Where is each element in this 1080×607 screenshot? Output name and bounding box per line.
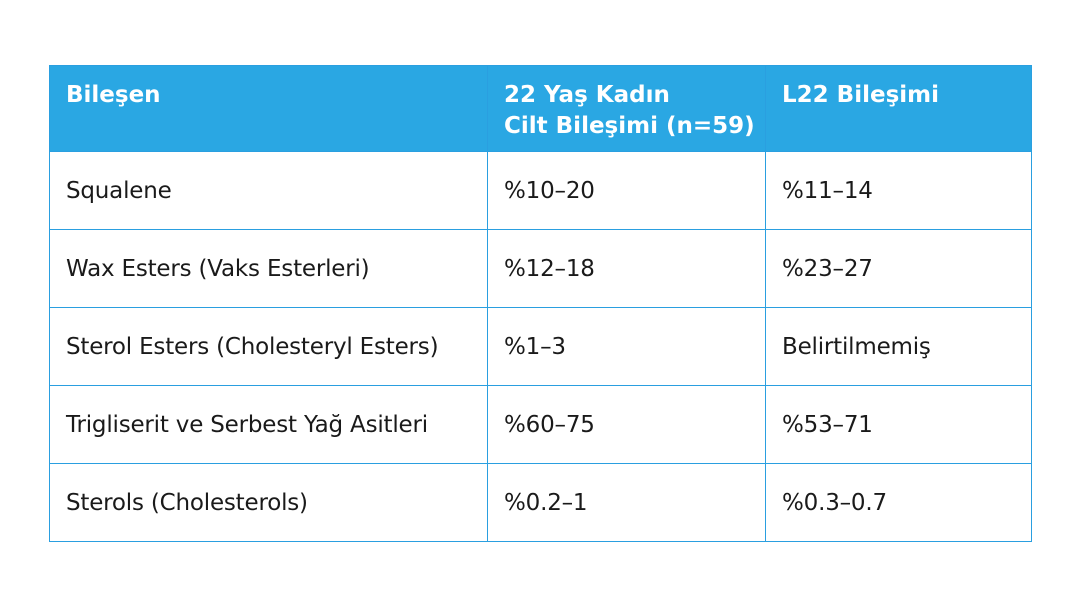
table-header-row: Bileşen 22 Yaş Kadın Cilt Bileşimi (n=59… — [49, 65, 1032, 152]
table-row: Squalene %10–20 %11–14 — [49, 151, 1032, 230]
composition-table: Bileşen 22 Yaş Kadın Cilt Bileşimi (n=59… — [49, 65, 1032, 542]
table-row: Trigliserit ve Serbest Yağ Asitleri %60–… — [49, 385, 1032, 464]
cell-skin: %60–75 — [487, 385, 766, 464]
header-l22-label: L22 Bileşimi — [782, 82, 939, 108]
header-skin-line2: Cilt Bileşimi (n=59) — [504, 113, 755, 139]
header-l22-composition: L22 Bileşimi — [765, 65, 1032, 152]
cell-l22: Belirtilmemiş — [765, 307, 1032, 386]
table-row: Sterol Esters (Cholesteryl Esters) %1–3 … — [49, 307, 1032, 386]
cell-component: Wax Esters (Vaks Esterleri) — [49, 229, 488, 308]
cell-component: Sterol Esters (Cholesteryl Esters) — [49, 307, 488, 386]
header-skin-line1: 22 Yaş Kadın — [504, 82, 670, 108]
header-skin-composition: 22 Yaş Kadın Cilt Bileşimi (n=59) — [487, 65, 766, 152]
cell-skin: %0.2–1 — [487, 463, 766, 542]
cell-component: Trigliserit ve Serbest Yağ Asitleri — [49, 385, 488, 464]
cell-l22: %0.3–0.7 — [765, 463, 1032, 542]
table-row: Sterols (Cholesterols) %0.2–1 %0.3–0.7 — [49, 463, 1032, 542]
cell-component: Squalene — [49, 151, 488, 230]
cell-l22: %11–14 — [765, 151, 1032, 230]
cell-skin: %12–18 — [487, 229, 766, 308]
cell-l22: %23–27 — [765, 229, 1032, 308]
header-component-label: Bileşen — [66, 82, 161, 108]
cell-skin: %1–3 — [487, 307, 766, 386]
cell-component: Sterols (Cholesterols) — [49, 463, 488, 542]
composition-table-container: Bileşen 22 Yaş Kadın Cilt Bileşimi (n=59… — [49, 65, 1032, 542]
table-row: Wax Esters (Vaks Esterleri) %12–18 %23–2… — [49, 229, 1032, 308]
cell-skin: %10–20 — [487, 151, 766, 230]
header-component: Bileşen — [49, 65, 488, 152]
cell-l22: %53–71 — [765, 385, 1032, 464]
